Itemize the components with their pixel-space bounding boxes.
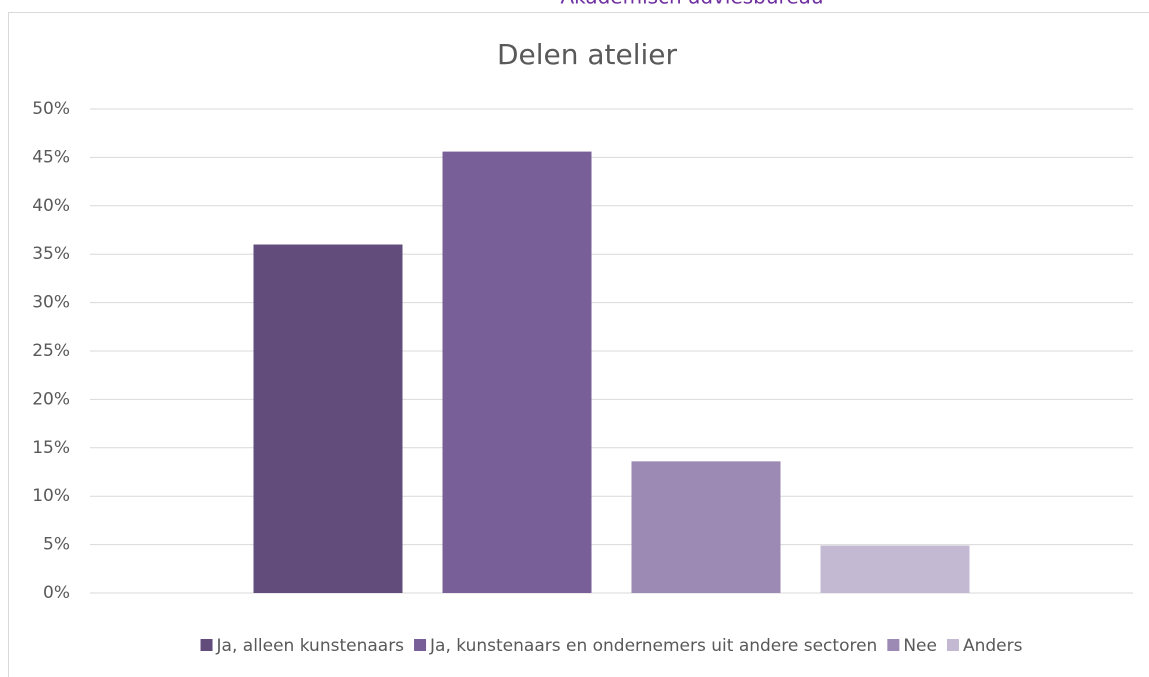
- chart-border: [8, 12, 1149, 677]
- legend-swatch: [887, 639, 900, 651]
- legend-label: Ja, alleen kunstenaars: [216, 636, 405, 656]
- y-tick-label: 40%: [32, 196, 70, 216]
- y-tick-label: 30%: [32, 293, 70, 313]
- y-tick-label: 25%: [32, 341, 70, 361]
- y-tick-label: 45%: [32, 147, 70, 167]
- bar: [631, 461, 781, 593]
- legend-label: Nee: [903, 636, 937, 656]
- bar: [253, 244, 403, 593]
- header-text: Akademisch adviesbureau: [560, 0, 823, 9]
- y-tick-label: 50%: [32, 99, 70, 119]
- legend-swatch: [200, 639, 213, 651]
- legend-swatch: [946, 639, 959, 651]
- y-tick-label: 5%: [43, 535, 70, 555]
- y-tick-label: 10%: [32, 486, 70, 506]
- legend-label: Anders: [963, 636, 1023, 656]
- legend-label: Ja, kunstenaars en ondernemers uit ander…: [429, 636, 877, 656]
- y-tick-label: 35%: [32, 244, 70, 264]
- legend-swatch: [414, 639, 427, 651]
- y-tick-label: 20%: [32, 389, 70, 409]
- chart-title: Delen atelier: [497, 38, 678, 71]
- y-tick-label: 0%: [43, 583, 70, 603]
- y-tick-label: 15%: [32, 438, 70, 458]
- bar: [820, 545, 970, 593]
- bar: [442, 151, 592, 594]
